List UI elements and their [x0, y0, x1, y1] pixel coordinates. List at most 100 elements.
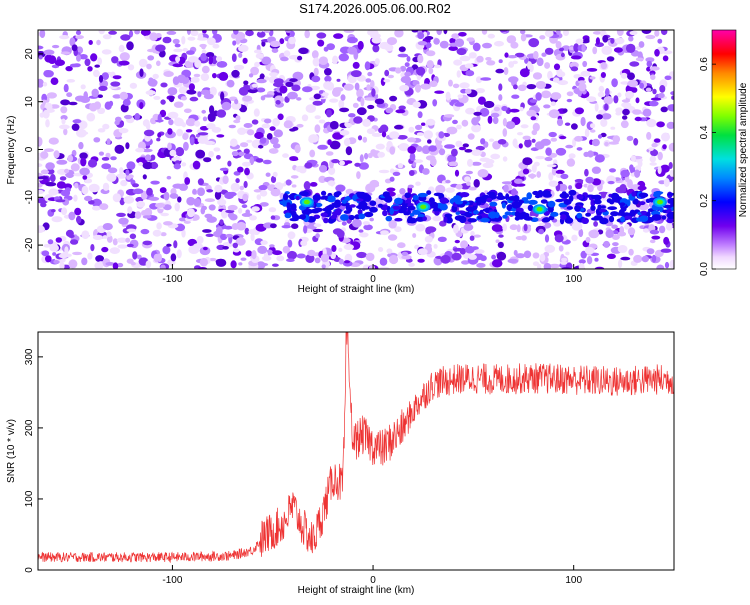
spectrogram-cell: [276, 255, 285, 262]
spectrogram-cell: [249, 215, 257, 221]
spectrogram-cell: [242, 57, 248, 64]
spectrogram-cell: [228, 192, 237, 197]
spectrogram-cell: [620, 120, 629, 129]
spectrogram-cell: [417, 258, 425, 263]
spectrogram-cell: [166, 175, 172, 180]
spectrogram-cell: [118, 44, 125, 53]
signal-band-cell: [532, 190, 539, 196]
spectrogram-cell: [576, 147, 583, 151]
spectrogram-cell: [202, 30, 207, 34]
spectrogram-cell: [352, 61, 360, 69]
spectrogram-cell: [471, 246, 479, 251]
spectrogram-cell: [142, 240, 153, 246]
spectrogram-cell: [564, 122, 571, 126]
spectrogram-cell: [71, 123, 80, 131]
signal-band-cell: [472, 202, 477, 206]
signal-band-cell: [310, 208, 320, 214]
spectrogram-cell: [381, 131, 387, 138]
spectrogram-cell: [571, 222, 583, 231]
spectrogram-cell: [140, 228, 150, 235]
spectrogram-cell: [253, 189, 262, 193]
spectrogram-cell: [415, 124, 423, 130]
spectrogram-cell: [64, 246, 69, 255]
spectrogram-cell: [497, 139, 507, 145]
spectrogram-cell: [624, 223, 630, 230]
spectrogram-cell: [280, 56, 289, 62]
spectrogram-cell: [541, 52, 547, 57]
spectrogram-cell: [658, 225, 666, 234]
spectrogram-cell: [173, 163, 181, 170]
spectrogram-cell: [571, 234, 578, 242]
spectrogram-cell: [504, 52, 509, 58]
spectrogram-cell: [386, 187, 396, 192]
spectrogram-cell: [365, 252, 375, 262]
spectrogram-cell: [347, 46, 358, 55]
spectrogram-cell: [75, 30, 82, 35]
spectrogram-cell: [90, 244, 95, 252]
spectrogram-cell: [530, 116, 537, 121]
spectrogram-cell: [362, 118, 371, 127]
spectrogram-cell: [155, 202, 166, 208]
spectrogram-cell: [223, 225, 233, 230]
spectrogram-cell: [292, 71, 304, 81]
spectrogram-cell: [437, 236, 447, 242]
spectrogram-cell: [670, 91, 674, 96]
spectrogram-cell: [629, 61, 640, 67]
spectrogram-cell: [479, 107, 490, 117]
spectrogram-cell: [177, 196, 182, 203]
spectrogram-cell: [192, 188, 197, 195]
signal-band-cell: [559, 192, 570, 199]
spectrogram-cell: [473, 234, 481, 238]
colorbar-tick-label: 0.2: [699, 193, 710, 207]
spectrogram-cell: [122, 98, 131, 107]
spectrogram-cell: [611, 234, 620, 241]
spectrogram-cell: [366, 128, 376, 135]
spectrogram-cell: [70, 163, 80, 172]
spectrogram-cell: [84, 178, 93, 184]
spectrogram-cell: [56, 159, 68, 165]
spectrogram-cell: [169, 193, 179, 199]
spectrogram-cell: [324, 68, 332, 76]
signal-band-cell: [299, 191, 309, 197]
spectrogram-cell: [147, 55, 155, 61]
spectrogram-cell: [207, 112, 216, 122]
signal-band-cell: [497, 192, 503, 197]
spectrogram-cell: [578, 228, 584, 238]
spectrogram-cell: [93, 101, 102, 110]
spectrogram-cell: [605, 88, 610, 97]
spectrogram-cell: [451, 252, 462, 261]
spectrogram-cell: [132, 251, 138, 260]
spectrogram-cell: [181, 162, 187, 167]
spectrogram-cell: [494, 40, 504, 47]
spectrogram-cell: [242, 95, 253, 102]
x-tick-label: 100: [565, 274, 582, 285]
spectrogram-cell: [427, 139, 432, 144]
spectrogram-cell: [126, 161, 136, 171]
spectrogram-cell: [233, 248, 240, 253]
spectrogram-cell: [312, 57, 320, 67]
spectrogram-cell: [269, 72, 279, 77]
spectrogram-cell: [285, 81, 294, 87]
spectrogram-cell: [167, 128, 173, 135]
spectrogram-cell: [546, 164, 557, 168]
signal-band-cell: [507, 196, 517, 201]
spectrogram-cell: [318, 175, 327, 183]
signal-band-cell: [653, 191, 664, 195]
spectrogram-cell: [237, 166, 244, 173]
spectrogram-cell: [424, 235, 433, 243]
spectrogram-cell: [541, 90, 552, 99]
spectrogram-cell: [79, 167, 90, 176]
spectrogram-cell: [323, 46, 329, 52]
spectrogram-cell: [63, 83, 69, 93]
spectrogram-cell: [523, 223, 528, 232]
spectrogram-cell: [195, 149, 206, 159]
spectrogram-cell: [221, 101, 232, 111]
spectrogram-cell: [243, 85, 252, 91]
spectrogram-cell: [263, 30, 271, 33]
spectrogram-cell: [275, 100, 281, 105]
spectrogram-cell: [316, 32, 327, 39]
spectrogram-cell: [132, 188, 144, 195]
spectrogram-cell: [522, 135, 531, 140]
spectrogram-cell: [407, 137, 417, 143]
